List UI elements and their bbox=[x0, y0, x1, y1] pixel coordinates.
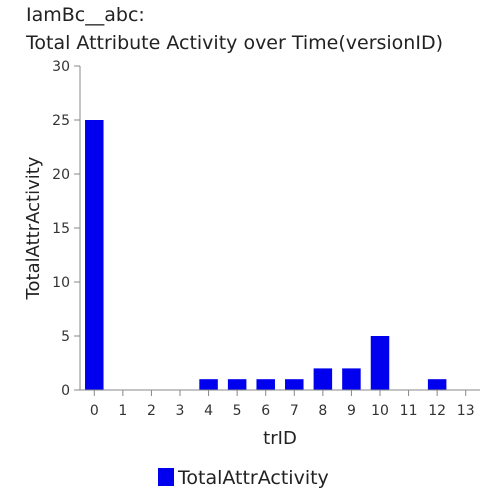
x-tick-label: 1 bbox=[118, 403, 127, 419]
bar-5 bbox=[227, 379, 247, 390]
legend-swatch bbox=[158, 468, 174, 486]
bar-12 bbox=[427, 379, 447, 390]
x-tick-label: 9 bbox=[347, 403, 356, 419]
x-tick-label: 3 bbox=[176, 403, 185, 419]
x-tick-label: 0 bbox=[90, 403, 99, 419]
x-tick-label: 12 bbox=[428, 403, 446, 419]
bar-0 bbox=[85, 120, 104, 390]
y-axis-label: TotalAttrActivity bbox=[23, 156, 44, 300]
bar-7 bbox=[285, 379, 304, 390]
bar-10 bbox=[370, 336, 390, 390]
x-tick-label: 8 bbox=[318, 403, 327, 419]
x-tick-label: 5 bbox=[233, 403, 242, 419]
legend-label: TotalAttrActivity bbox=[177, 467, 329, 489]
y-tick-label: 15 bbox=[52, 221, 70, 237]
bar-6 bbox=[256, 379, 275, 390]
x-axis-label: trID bbox=[263, 428, 297, 449]
x-tick-label: 7 bbox=[290, 403, 299, 419]
y-tick-label: 25 bbox=[52, 113, 70, 129]
y-tick-label: 10 bbox=[52, 275, 70, 291]
x-tick-label: 11 bbox=[400, 403, 418, 419]
x-tick-label: 10 bbox=[371, 403, 389, 419]
bar-9 bbox=[342, 368, 361, 390]
bars bbox=[85, 120, 447, 390]
y-axis-ticks: 0 5 10 15 20 25 30 bbox=[52, 59, 80, 399]
y-tick-label: 5 bbox=[61, 329, 70, 345]
y-tick-label: 30 bbox=[52, 59, 70, 75]
x-axis-ticks: 0 1 2 3 4 5 6 7 8 9 10 11 12 13 bbox=[90, 390, 475, 419]
x-tick-label: 2 bbox=[147, 403, 156, 419]
y-tick-label: 0 bbox=[61, 383, 70, 399]
chart-title-line-2: Total Attribute Activity over Time(versi… bbox=[25, 32, 443, 54]
x-tick-label: 6 bbox=[261, 403, 270, 419]
y-tick-label: 20 bbox=[52, 167, 70, 183]
x-tick-label: 13 bbox=[457, 403, 475, 419]
bar-8 bbox=[313, 368, 333, 390]
legend: TotalAttrActivity bbox=[158, 467, 329, 489]
bar-4 bbox=[199, 379, 218, 390]
x-tick-label: 4 bbox=[204, 403, 213, 419]
chart-title-line-1: IamBc__abc: bbox=[26, 4, 145, 26]
